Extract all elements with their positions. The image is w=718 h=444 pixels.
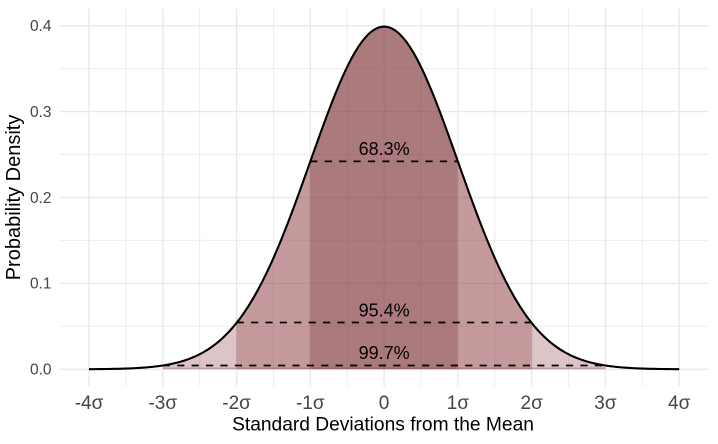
svg-text:-1σ: -1σ [296, 393, 325, 414]
svg-text:1σ: 1σ [447, 393, 470, 414]
svg-text:3σ: 3σ [594, 393, 617, 414]
svg-text:0.0: 0.0 [30, 362, 52, 379]
svg-text:0.2: 0.2 [30, 190, 52, 207]
svg-text:Standard Deviations from the M: Standard Deviations from the Mean [232, 415, 534, 436]
svg-text:2σ: 2σ [521, 393, 544, 414]
svg-text:-2σ: -2σ [222, 393, 251, 414]
svg-text:0.3: 0.3 [30, 104, 52, 121]
svg-text:0.1: 0.1 [30, 276, 52, 293]
svg-text:Probability Density: Probability Density [3, 115, 25, 281]
svg-text:-4σ: -4σ [75, 393, 104, 414]
svg-text:4σ: 4σ [668, 393, 691, 414]
svg-text:99.7%: 99.7% [359, 343, 410, 363]
svg-text:68.3%: 68.3% [359, 139, 410, 159]
svg-text:0: 0 [379, 393, 390, 414]
svg-text:0.4: 0.4 [30, 18, 52, 35]
svg-text:95.4%: 95.4% [359, 301, 410, 321]
svg-text:-3σ: -3σ [148, 393, 177, 414]
